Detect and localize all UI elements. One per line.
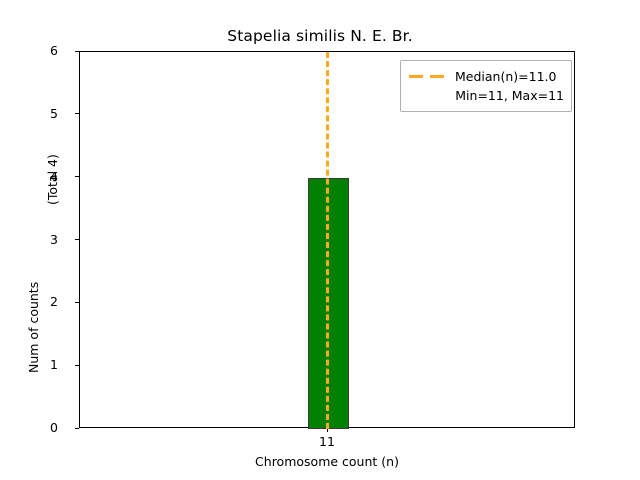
- y-tick-mark: [75, 427, 79, 429]
- x-tick-mark: [326, 428, 328, 432]
- median-vline: [326, 52, 330, 429]
- legend-label-median: Median(n)=11.0: [455, 69, 557, 84]
- x-tick-label: 11: [319, 434, 335, 449]
- y-tick-mark: [75, 239, 79, 241]
- y-tick-mark: [75, 113, 79, 115]
- y-tick-mark: [75, 301, 79, 303]
- y-tick-label: 5: [50, 105, 58, 121]
- y-tick-label: 6: [50, 43, 58, 58]
- y-tick-mark: [75, 50, 79, 52]
- legend-box: Median(n)=11.0 Min=11, Max=11: [400, 60, 572, 112]
- y-tick-mark: [75, 364, 79, 366]
- y-tick-mark: [75, 176, 79, 178]
- x-axis-label: Chromosome count (n): [255, 454, 399, 469]
- y-tick-label: 1: [50, 357, 58, 373]
- y-tick-label: 2: [50, 294, 58, 310]
- legend-entry-minmax: Min=11, Max=11: [408, 86, 564, 105]
- chart-title: Stapelia similis N. E. Br.: [227, 27, 413, 45]
- y-tick-label: 4: [50, 168, 58, 184]
- legend-label-minmax: Min=11, Max=11: [455, 88, 564, 103]
- legend-entry-median: Median(n)=11.0: [408, 67, 564, 86]
- y-tick-label: 3: [50, 231, 58, 247]
- plot-area: [79, 51, 575, 429]
- y-axis-label: Num of counts: [26, 281, 41, 373]
- dashed-line-icon: [408, 71, 448, 82]
- y-tick-label: 0: [50, 420, 58, 435]
